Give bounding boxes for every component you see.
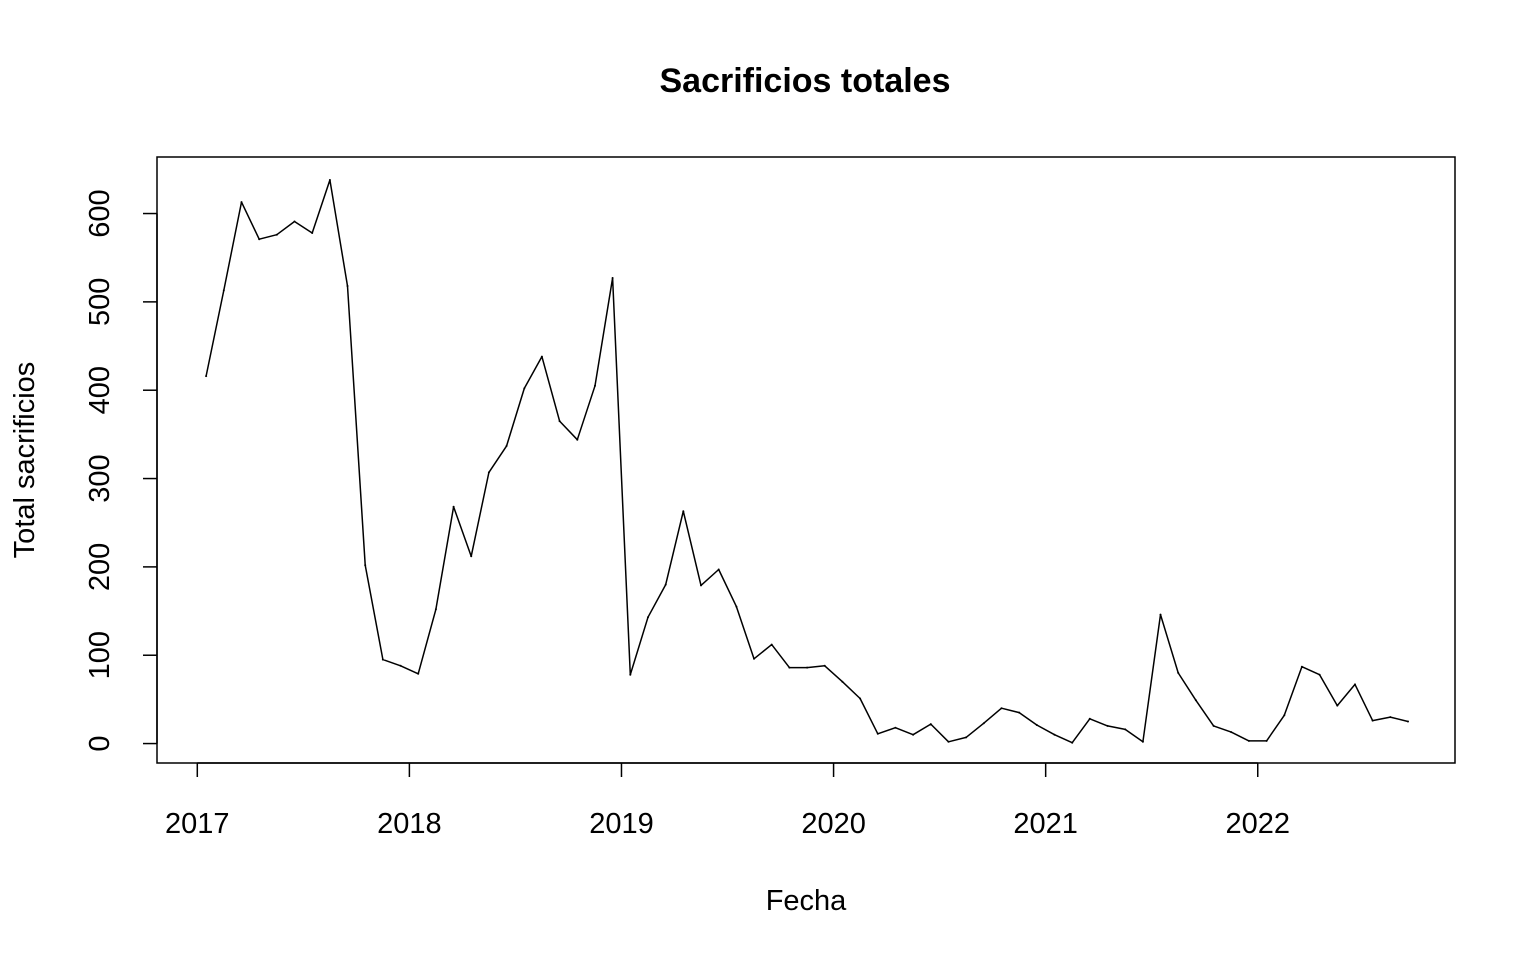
data-point bbox=[1053, 733, 1056, 736]
data-point bbox=[1318, 673, 1321, 676]
data-point bbox=[929, 723, 932, 726]
data-point bbox=[700, 584, 702, 587]
data-point bbox=[1230, 731, 1233, 734]
data-point bbox=[1336, 704, 1339, 707]
data-point bbox=[222, 289, 225, 292]
data-point bbox=[205, 375, 208, 378]
data-point bbox=[1018, 711, 1021, 714]
y-tick-label: 100 bbox=[84, 631, 116, 679]
data-point bbox=[859, 697, 862, 700]
data-point bbox=[364, 564, 367, 567]
data-point bbox=[1071, 741, 1074, 744]
data-point bbox=[982, 722, 985, 725]
data-point bbox=[664, 583, 667, 586]
data-point bbox=[1141, 740, 1144, 743]
data-point bbox=[594, 384, 596, 387]
data-point bbox=[487, 471, 490, 474]
data-point bbox=[1247, 739, 1250, 742]
data-point bbox=[1283, 714, 1286, 717]
data-point bbox=[912, 733, 915, 736]
data-point bbox=[540, 355, 543, 358]
data-point bbox=[293, 220, 296, 223]
x-axis: 2017 2018 2019 2020 2021 2022 bbox=[165, 762, 1290, 840]
x-tick-label: 2017 bbox=[165, 808, 230, 840]
data-point bbox=[240, 201, 243, 204]
data-point bbox=[611, 277, 614, 279]
data-point bbox=[1088, 717, 1091, 720]
data-point bbox=[258, 238, 261, 241]
y-tick-label: 500 bbox=[84, 278, 116, 326]
data-point bbox=[947, 740, 950, 743]
data-point bbox=[1389, 716, 1392, 719]
y-axis-label: Total sacrificios bbox=[9, 362, 41, 559]
data-point bbox=[894, 726, 897, 729]
series-group bbox=[205, 179, 1409, 744]
data-point bbox=[1300, 665, 1303, 668]
data-point bbox=[1212, 724, 1215, 727]
data-point bbox=[965, 736, 968, 739]
data-point bbox=[629, 673, 632, 676]
data-point bbox=[470, 555, 473, 558]
data-point bbox=[876, 732, 879, 735]
data-point bbox=[523, 387, 526, 390]
data-point bbox=[505, 444, 508, 447]
data-point bbox=[823, 664, 826, 667]
data-point bbox=[381, 658, 384, 661]
x-tick-label: 2022 bbox=[1225, 808, 1290, 840]
data-point bbox=[647, 616, 649, 619]
y-axis: 0 100 200 300 400 500 600 bbox=[84, 189, 158, 752]
data-point bbox=[1106, 724, 1109, 727]
data-point bbox=[1177, 671, 1180, 674]
data-point bbox=[788, 666, 791, 669]
y-tick-label: 400 bbox=[84, 366, 116, 414]
y-tick-label: 300 bbox=[84, 454, 116, 502]
data-point bbox=[452, 505, 455, 508]
data-point bbox=[311, 232, 314, 234]
chart-title: Sacrificios totales bbox=[659, 62, 950, 100]
data-point bbox=[717, 568, 720, 571]
data-point bbox=[735, 605, 738, 608]
data-point bbox=[434, 608, 437, 611]
x-tick-label: 2021 bbox=[1013, 808, 1078, 840]
plot-area-frame bbox=[156, 156, 1456, 764]
data-point bbox=[399, 664, 402, 667]
data-point bbox=[328, 179, 331, 181]
data-point bbox=[1371, 719, 1374, 722]
data-point bbox=[1124, 728, 1127, 731]
data-point bbox=[753, 657, 755, 660]
data-point bbox=[1354, 683, 1356, 686]
data-point bbox=[1194, 699, 1197, 702]
x-tick-label: 2020 bbox=[801, 808, 866, 840]
data-point bbox=[806, 666, 809, 669]
y-tick-label: 200 bbox=[84, 543, 116, 591]
x-tick-label: 2018 bbox=[377, 808, 442, 840]
x-axis-label: Fecha bbox=[766, 885, 847, 917]
data-point bbox=[1407, 720, 1409, 723]
data-point bbox=[346, 285, 349, 287]
data-point bbox=[1265, 739, 1268, 742]
data-point bbox=[1000, 707, 1003, 710]
x-tick-label: 2019 bbox=[589, 808, 654, 840]
data-point bbox=[682, 510, 685, 513]
y-tick-label: 600 bbox=[84, 189, 116, 237]
series-line bbox=[205, 179, 1409, 744]
data-point bbox=[1035, 724, 1038, 726]
data-point bbox=[1159, 613, 1162, 616]
data-point bbox=[275, 233, 278, 236]
data-point bbox=[576, 438, 579, 441]
data-point bbox=[770, 643, 773, 646]
data-point bbox=[558, 420, 561, 423]
data-point bbox=[841, 680, 844, 683]
y-tick-label: 0 bbox=[84, 735, 116, 751]
data-point bbox=[417, 672, 420, 675]
